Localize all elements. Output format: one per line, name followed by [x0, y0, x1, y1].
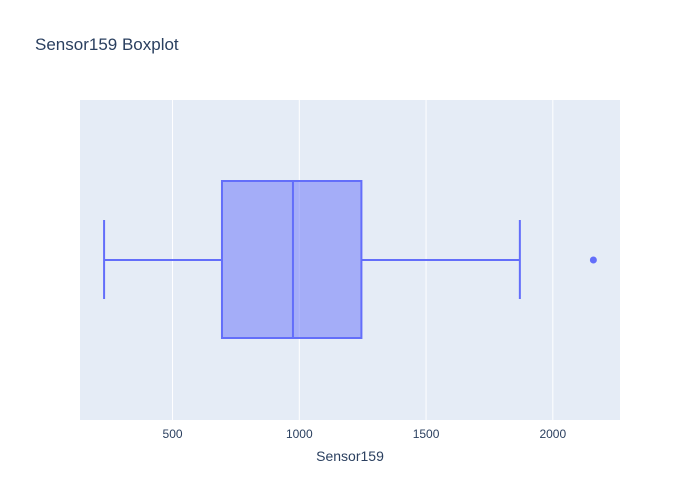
x-tick-label: 2000 [539, 427, 566, 441]
box-trace[interactable] [103, 180, 597, 339]
x-tick-labels: 500 1000 1500 2000 [163, 427, 567, 441]
interquartile-box[interactable] [220, 180, 363, 339]
outlier-point[interactable] [589, 256, 597, 264]
chart-title: Sensor159 Boxplot [35, 35, 179, 54]
x-tick-label: 500 [163, 427, 183, 441]
x-tick-label: 1500 [413, 427, 440, 441]
x-axis-title: Sensor159 [316, 448, 384, 464]
x-tick-label: 1000 [286, 427, 313, 441]
